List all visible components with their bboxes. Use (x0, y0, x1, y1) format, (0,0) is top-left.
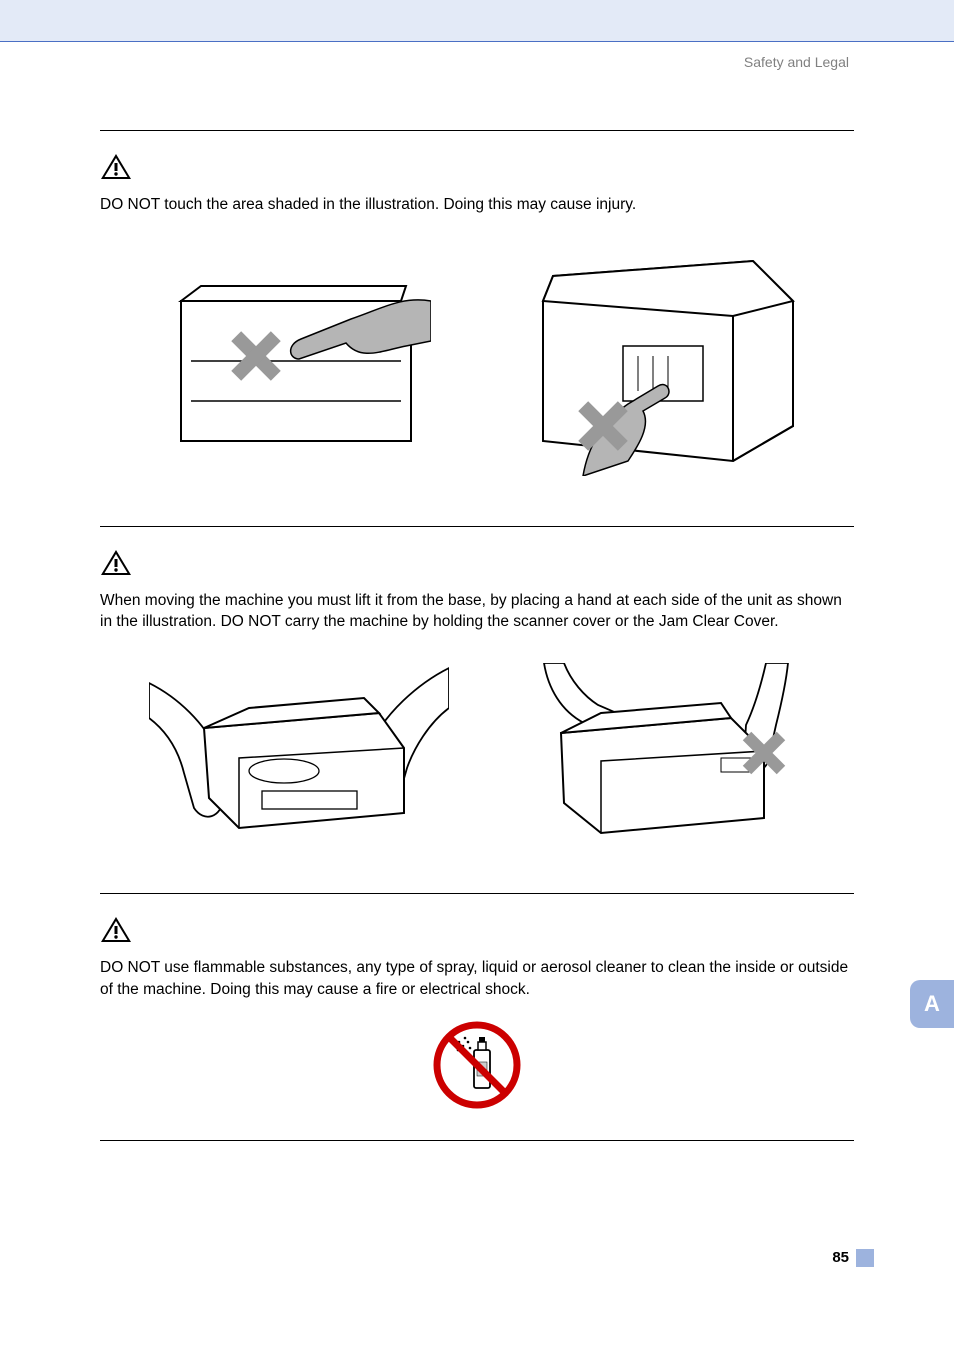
header-bar (0, 0, 954, 42)
page-corner-mark (856, 1249, 874, 1267)
section-2-text: When moving the machine you must lift it… (100, 590, 854, 633)
warning-icon (100, 153, 132, 181)
section-2-images (100, 633, 854, 883)
chapter-tab-letter: A (924, 991, 940, 1017)
section-1-images (100, 216, 854, 516)
no-spray-prohibit-icon (100, 1020, 854, 1110)
warning-icon (100, 549, 132, 577)
warning-icon (100, 916, 132, 944)
safety-section-1: DO NOT touch the area shaded in the illu… (100, 130, 854, 516)
illustration-lift-correct (149, 663, 449, 843)
section-1-text: DO NOT touch the area shaded in the illu… (100, 194, 854, 216)
page-content: DO NOT touch the area shaded in the illu… (100, 70, 854, 1141)
safety-section-3: DO NOT use flammable substances, any typ… (100, 893, 854, 1141)
chapter-tab: A (910, 980, 954, 1028)
page-number: 85 (832, 1249, 849, 1266)
illustration-lift-incorrect (506, 663, 806, 843)
section-3-text: DO NOT use flammable substances, any typ… (100, 957, 854, 1000)
illustration-printer-side-hand (151, 261, 431, 461)
safety-section-2: When moving the machine you must lift it… (100, 526, 854, 883)
header-section-name: Safety and Legal (0, 42, 954, 70)
illustration-printer-back-hand (493, 246, 803, 476)
